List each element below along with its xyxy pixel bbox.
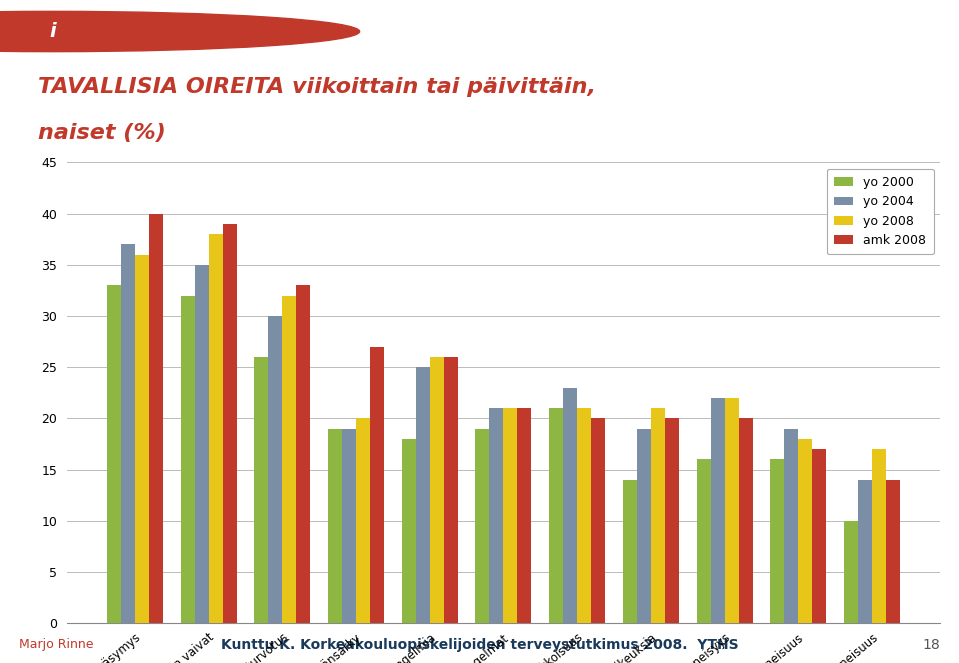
Bar <box>563 388 577 623</box>
Bar <box>550 408 563 623</box>
Bar <box>623 480 637 623</box>
Bar <box>489 408 503 623</box>
Bar <box>799 439 812 623</box>
Bar <box>121 245 135 623</box>
Text: Marjo Rinne: Marjo Rinne <box>19 638 94 651</box>
Bar <box>269 316 282 623</box>
Circle shape <box>0 11 360 52</box>
Bar <box>222 224 237 623</box>
Bar <box>296 285 311 623</box>
Text: Kunttu K. Korkeakouluopiskelijoiden terveystutkimus 2008.  YTHS: Kunttu K. Korkeakouluopiskelijoiden terv… <box>221 638 738 652</box>
Bar <box>402 439 416 623</box>
Bar <box>282 296 296 623</box>
Bar <box>518 408 531 623</box>
Text: i: i <box>50 22 56 41</box>
Bar <box>328 429 342 623</box>
Text: TAVALLISIA OIREITA viikoittain tai päivittäin,: TAVALLISIA OIREITA viikoittain tai päivi… <box>38 77 596 97</box>
Bar <box>886 480 901 623</box>
Bar <box>711 398 725 623</box>
Bar <box>503 408 518 623</box>
Bar <box>149 213 163 623</box>
Bar <box>444 357 457 623</box>
Bar <box>651 408 665 623</box>
Bar <box>872 449 886 623</box>
Bar <box>342 429 356 623</box>
Bar <box>591 418 605 623</box>
Bar <box>665 418 679 623</box>
Bar <box>637 429 651 623</box>
Bar <box>106 285 121 623</box>
Bar <box>208 234 222 623</box>
Bar <box>416 367 430 623</box>
Bar <box>770 459 784 623</box>
Bar <box>430 357 444 623</box>
Bar <box>476 429 489 623</box>
Text: 18: 18 <box>922 638 940 652</box>
Bar <box>738 418 753 623</box>
Legend: yo 2000, yo 2004, yo 2008, amk 2008: yo 2000, yo 2004, yo 2008, amk 2008 <box>827 168 933 255</box>
Bar <box>812 449 827 623</box>
Bar <box>844 521 858 623</box>
Bar <box>784 429 799 623</box>
Bar <box>725 398 738 623</box>
Bar <box>696 459 711 623</box>
Bar <box>254 357 269 623</box>
Bar <box>135 255 149 623</box>
Bar <box>180 296 195 623</box>
Bar <box>577 408 591 623</box>
Bar <box>356 418 370 623</box>
Text: naiset (%): naiset (%) <box>38 123 166 143</box>
Text: UKK-instituutti: UKK-instituutti <box>101 17 333 46</box>
Bar <box>858 480 872 623</box>
Bar <box>370 347 384 623</box>
Bar <box>195 265 208 623</box>
